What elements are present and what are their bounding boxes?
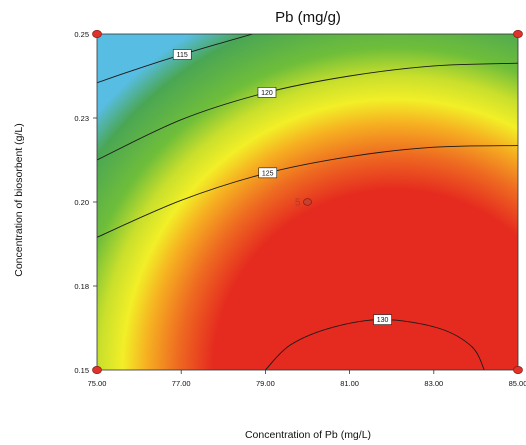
x-tick-label: 79.00 [256,379,275,388]
x-tick-label: 77.00 [172,379,191,388]
design-point [92,366,102,374]
x-tick-label: 75.00 [88,379,107,388]
contour-label-box [172,49,192,60]
contour-labels: 115 120 125 130 [172,49,392,325]
contour-label-115: 115 [177,52,188,59]
contour-label-130: 130 [377,317,389,324]
contour-label-box [373,314,392,325]
y-tick-label: 0.25 [74,30,89,39]
y-tick-label: 0.15 [74,366,89,375]
design-point [513,366,523,374]
contour-line-125 [97,145,518,238]
x-axis: 75.00 77.00 79.00 81.00 83.00 85.00 [88,370,526,388]
y-axis-label: Concentration of biosorbent (g/L) [13,123,25,277]
y-axis: 0.15 0.18 0.20 0.23 0.25 [74,30,97,375]
contour-line-120 [97,62,518,161]
y-tick-label: 0.18 [74,282,89,291]
x-axis-label: Concentration of Pb (mg/L) [245,429,371,441]
center-point-label: 5 [295,198,301,209]
x-tick-label: 83.00 [424,379,443,388]
design-points: 5 [92,30,523,374]
design-point [92,30,102,38]
x-tick-label: 81.00 [340,379,359,388]
center-design-point [303,198,312,206]
contour-label-125: 125 [262,170,274,177]
x-tick-label: 85.00 [509,379,526,388]
contour-label-box [258,167,278,179]
contour-label-box [257,87,277,98]
y-tick-label: 0.23 [74,114,89,123]
chart-title: Pb (mg/g) [275,9,341,26]
contour-label-120: 120 [261,90,273,97]
design-point [513,30,523,38]
y-tick-label: 0.20 [74,198,89,207]
